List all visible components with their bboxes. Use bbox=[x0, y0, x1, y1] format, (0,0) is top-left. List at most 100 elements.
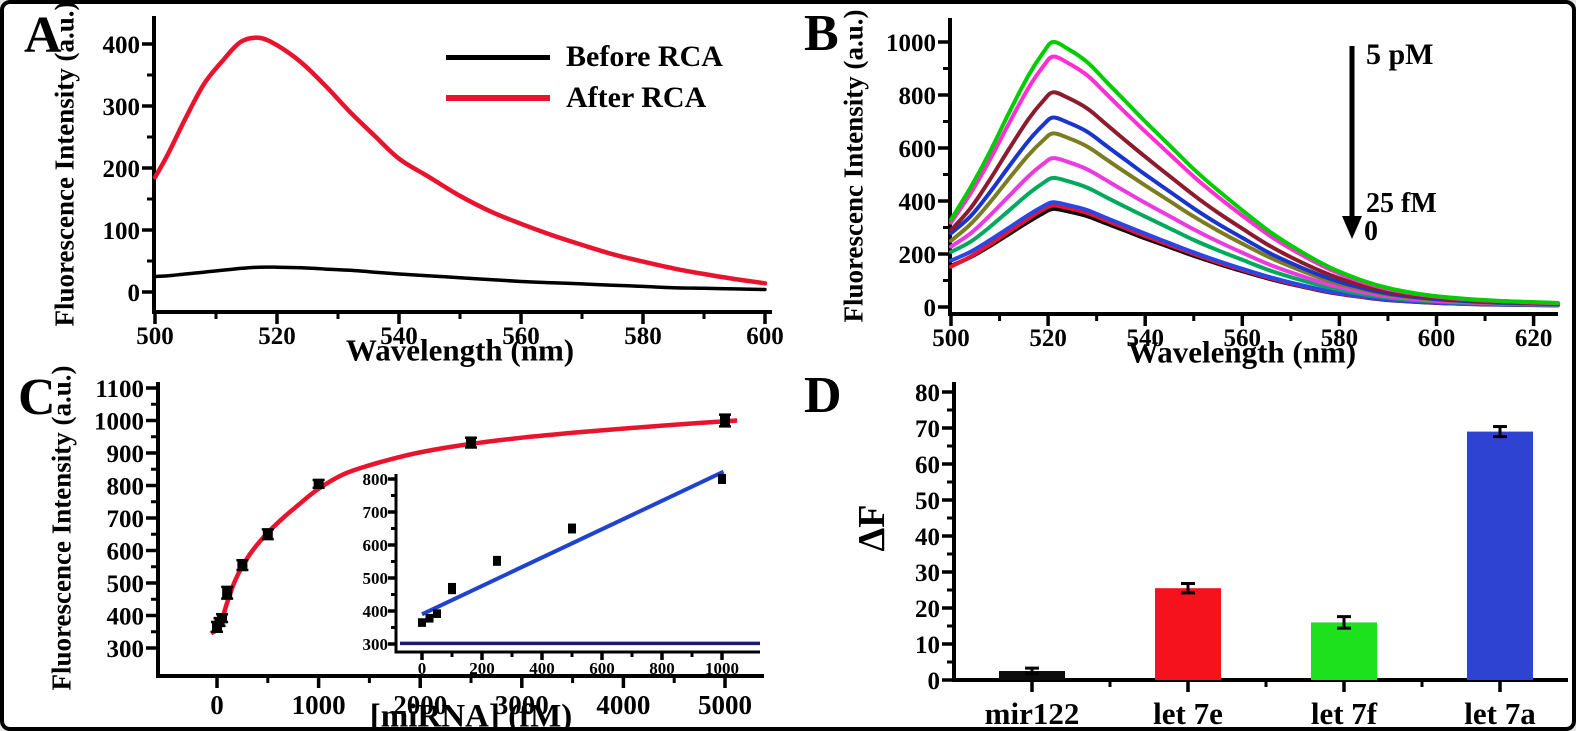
category-ticks bbox=[1030, 680, 1502, 692]
svg-text:500: 500 bbox=[932, 325, 970, 352]
series-curve-07 bbox=[949, 175, 1560, 307]
panel-b-axes: 500 520 540 560 580 600 620 0 200 400 600 800 1000 bbox=[886, 18, 1558, 352]
legend-line-black bbox=[446, 54, 550, 60]
legend: Before RCA After RCA bbox=[446, 42, 723, 113]
panel-c-chart: 0 1000 2000 3000 4000 50003004005006007008009… bbox=[94, 376, 764, 720]
svg-text:0: 0 bbox=[210, 690, 224, 720]
category-label-mir122: mir122 bbox=[985, 696, 1080, 731]
panel-c: 0 1000 2000 3000 4000 5000 300 400 500 600 700 800 9… bbox=[8, 365, 792, 731]
svg-text:600: 600 bbox=[363, 536, 389, 555]
series-group bbox=[152, 35, 768, 292]
series-After RCA bbox=[152, 35, 768, 286]
svg-text:540: 540 bbox=[1126, 325, 1164, 352]
panel-d: 0 10 20 30 40 50 60 70 80 mir122 let 7e let 7f let 7… bbox=[792, 367, 1572, 731]
inset-axes: 0 200 400 600 800 1000 300 400 500 600 700 800 bbox=[363, 470, 760, 678]
data-points bbox=[211, 413, 731, 633]
svg-text:70: 70 bbox=[915, 416, 940, 443]
svg-text:600: 600 bbox=[899, 136, 937, 163]
panel-a-x-axis-title: Wavelength (nm) bbox=[345, 332, 575, 368]
svg-text:600: 600 bbox=[589, 659, 615, 678]
arrow-zero-label: 0 bbox=[1364, 216, 1378, 247]
series-Before RCA bbox=[153, 265, 767, 292]
category-label-let-7a: let 7a bbox=[1464, 696, 1536, 731]
series-curve-03 bbox=[949, 90, 1560, 306]
panel-d-axes: 0 10 20 30 40 50 60 70 80 bbox=[915, 380, 1568, 695]
svg-text:400: 400 bbox=[363, 602, 389, 621]
svg-text:700: 700 bbox=[107, 506, 145, 533]
svg-text:30: 30 bbox=[915, 560, 940, 587]
svg-text:1100: 1100 bbox=[95, 376, 144, 403]
svg-text:520: 520 bbox=[258, 323, 296, 350]
bar-let-7f bbox=[1311, 622, 1377, 680]
svg-text:2000: 2000 bbox=[393, 690, 447, 720]
svg-text:0: 0 bbox=[418, 659, 427, 678]
legend-item-after-rca: After RCA bbox=[446, 83, 723, 113]
svg-text:200: 200 bbox=[899, 242, 937, 269]
svg-text:200: 200 bbox=[103, 156, 141, 183]
panel-a-label: A bbox=[24, 7, 62, 64]
svg-text:1000: 1000 bbox=[94, 409, 144, 436]
svg-text:580: 580 bbox=[624, 323, 662, 350]
panel-c-label: C bbox=[18, 369, 56, 426]
svg-text:400: 400 bbox=[107, 604, 145, 631]
svg-text:20: 20 bbox=[915, 596, 940, 623]
svg-text:600: 600 bbox=[1418, 325, 1456, 352]
panel-c-y-axis-title: Fluorescence Intensity (a.u.) bbox=[46, 365, 77, 691]
panel-a: 500 520 540 560 580 600 0 100 200 300 400 A Fluore… bbox=[8, 4, 792, 368]
svg-text:1000: 1000 bbox=[886, 30, 936, 57]
svg-text:5000: 5000 bbox=[698, 690, 752, 720]
bar-let-7e bbox=[1155, 588, 1221, 680]
svg-text:400: 400 bbox=[529, 659, 555, 678]
legend-item-before-rca: Before RCA bbox=[446, 42, 723, 72]
category-label-let-7f: let 7f bbox=[1311, 696, 1378, 731]
legend-line-red bbox=[446, 95, 550, 101]
svg-text:700: 700 bbox=[363, 503, 389, 522]
legend-label-after-rca: After RCA bbox=[566, 81, 707, 114]
concentration-arrow bbox=[1342, 46, 1362, 239]
svg-text:80: 80 bbox=[915, 380, 940, 407]
svg-text:100: 100 bbox=[103, 218, 141, 245]
bars: mir122 let 7e let 7f let 7a bbox=[985, 425, 1536, 731]
svg-text:300: 300 bbox=[107, 636, 145, 663]
svg-text:520: 520 bbox=[1029, 325, 1067, 352]
svg-text:560: 560 bbox=[502, 323, 540, 350]
svg-text:50: 50 bbox=[915, 488, 940, 515]
series-group bbox=[949, 39, 1560, 308]
panel-b-chart: 500 520 540 560 580 600 620 0 200 400 600 800 1000 bbox=[886, 18, 1560, 352]
svg-text:900: 900 bbox=[107, 441, 145, 468]
panel-d-label: D bbox=[804, 367, 842, 424]
bar-let-7a bbox=[1467, 431, 1533, 680]
arrow-bottom-label: 25 fM bbox=[1366, 188, 1437, 219]
svg-text:1000: 1000 bbox=[292, 690, 346, 720]
svg-text:1000: 1000 bbox=[705, 659, 739, 678]
panel-b: 500 520 540 560 580 600 620 0 200 400 600 800 1000 B… bbox=[792, 8, 1572, 368]
svg-text:60: 60 bbox=[915, 452, 940, 479]
bar-mir122 bbox=[999, 671, 1065, 680]
svg-text:400: 400 bbox=[103, 32, 141, 59]
inset-linear-fit bbox=[421, 469, 725, 617]
panel-d-chart: 0 10 20 30 40 50 60 70 80 mir122 let 7e let 7f let 7… bbox=[915, 380, 1568, 731]
svg-text:0: 0 bbox=[924, 295, 937, 322]
svg-text:200: 200 bbox=[469, 659, 495, 678]
svg-text:3000: 3000 bbox=[495, 690, 549, 720]
svg-text:300: 300 bbox=[363, 635, 389, 654]
svg-text:800: 800 bbox=[363, 470, 389, 489]
panel-b-y-axis-title: Fluorescenc Intensity (a.u.) bbox=[838, 9, 869, 323]
panel-a-chart: 500 520 540 560 580 600 0 100 200 300 400 bbox=[103, 16, 784, 350]
legend-label-before-rca: Before RCA bbox=[566, 40, 723, 73]
svg-text:600: 600 bbox=[107, 539, 145, 566]
inset-content bbox=[400, 469, 760, 646]
svg-text:580: 580 bbox=[1321, 325, 1359, 352]
svg-text:0: 0 bbox=[928, 668, 941, 695]
svg-text:800: 800 bbox=[899, 83, 937, 110]
category-label-let-7e: let 7e bbox=[1153, 696, 1223, 731]
panel-d-y-axis-title: ΔF bbox=[851, 504, 893, 552]
svg-text:40: 40 bbox=[915, 524, 940, 551]
svg-text:400: 400 bbox=[899, 189, 937, 216]
svg-text:500: 500 bbox=[136, 323, 174, 350]
panel-c-x-axis-title: [miRNA] (fM) bbox=[369, 698, 573, 731]
svg-text:500: 500 bbox=[363, 569, 389, 588]
svg-text:540: 540 bbox=[380, 323, 418, 350]
svg-text:0: 0 bbox=[128, 280, 141, 307]
svg-text:500: 500 bbox=[107, 571, 145, 598]
